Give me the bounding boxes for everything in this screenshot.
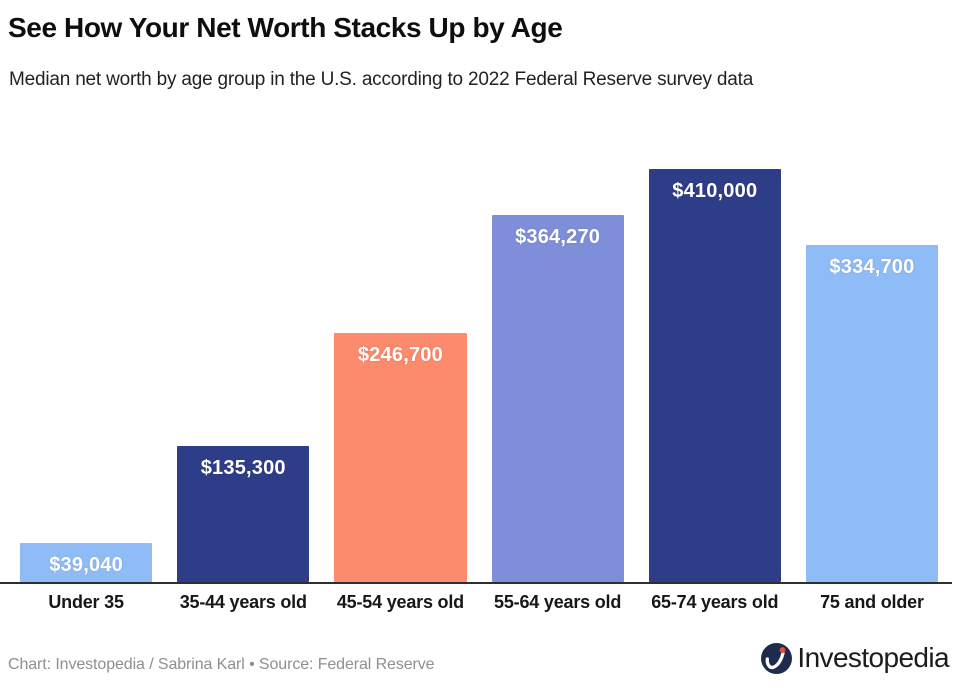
bar-value-label: $39,040 [49, 554, 123, 576]
bar-under-35: $39,040 [20, 543, 153, 582]
bar-55-64-years-old: $364,270 [491, 215, 624, 582]
bar-value-label: $410,000 [672, 180, 758, 202]
category-label: Under 35 [48, 592, 124, 612]
bar-value-label: $246,700 [357, 344, 443, 366]
chart-subtitle: Median net worth by age group in the U.S… [9, 69, 754, 90]
category-label: 45-54 years old [336, 592, 464, 612]
category-label: 55-64 years old [494, 592, 622, 612]
investopedia-icon [761, 642, 793, 674]
category-labels-row: Under 35 35-44 years old 45-54 years old 55… [20, 592, 938, 613]
investopedia-logo: Investopedia [761, 642, 950, 674]
bar-65-74-years-old: $410,000 [648, 169, 781, 582]
chart-title: See How Your Net Worth Stacks Up by Age [8, 12, 563, 43]
x-axis-line [0, 582, 952, 584]
category-label: 75 and older [820, 592, 924, 612]
bar-75-and-older: $334,700 [805, 245, 939, 582]
credit-line: Chart: Investopedia / Sabrina Karl • Sou… [8, 656, 435, 673]
bar-value-label: $334,700 [829, 256, 915, 278]
bar-value-label: $364,270 [515, 226, 601, 248]
category-label: 35-44 years old [179, 592, 307, 612]
bar-35-44-years-old: $135,300 [177, 446, 310, 582]
category-label: 65-74 years old [651, 592, 779, 612]
bar-45-54-years-old: $246,700 [334, 333, 467, 582]
investopedia-wordmark: Investopedia [797, 642, 949, 673]
bars-container: $39,040 $135,300 $246,700 $364,270 $410,000 $… [20, 169, 939, 582]
bar-value-label: $135,300 [200, 457, 286, 479]
